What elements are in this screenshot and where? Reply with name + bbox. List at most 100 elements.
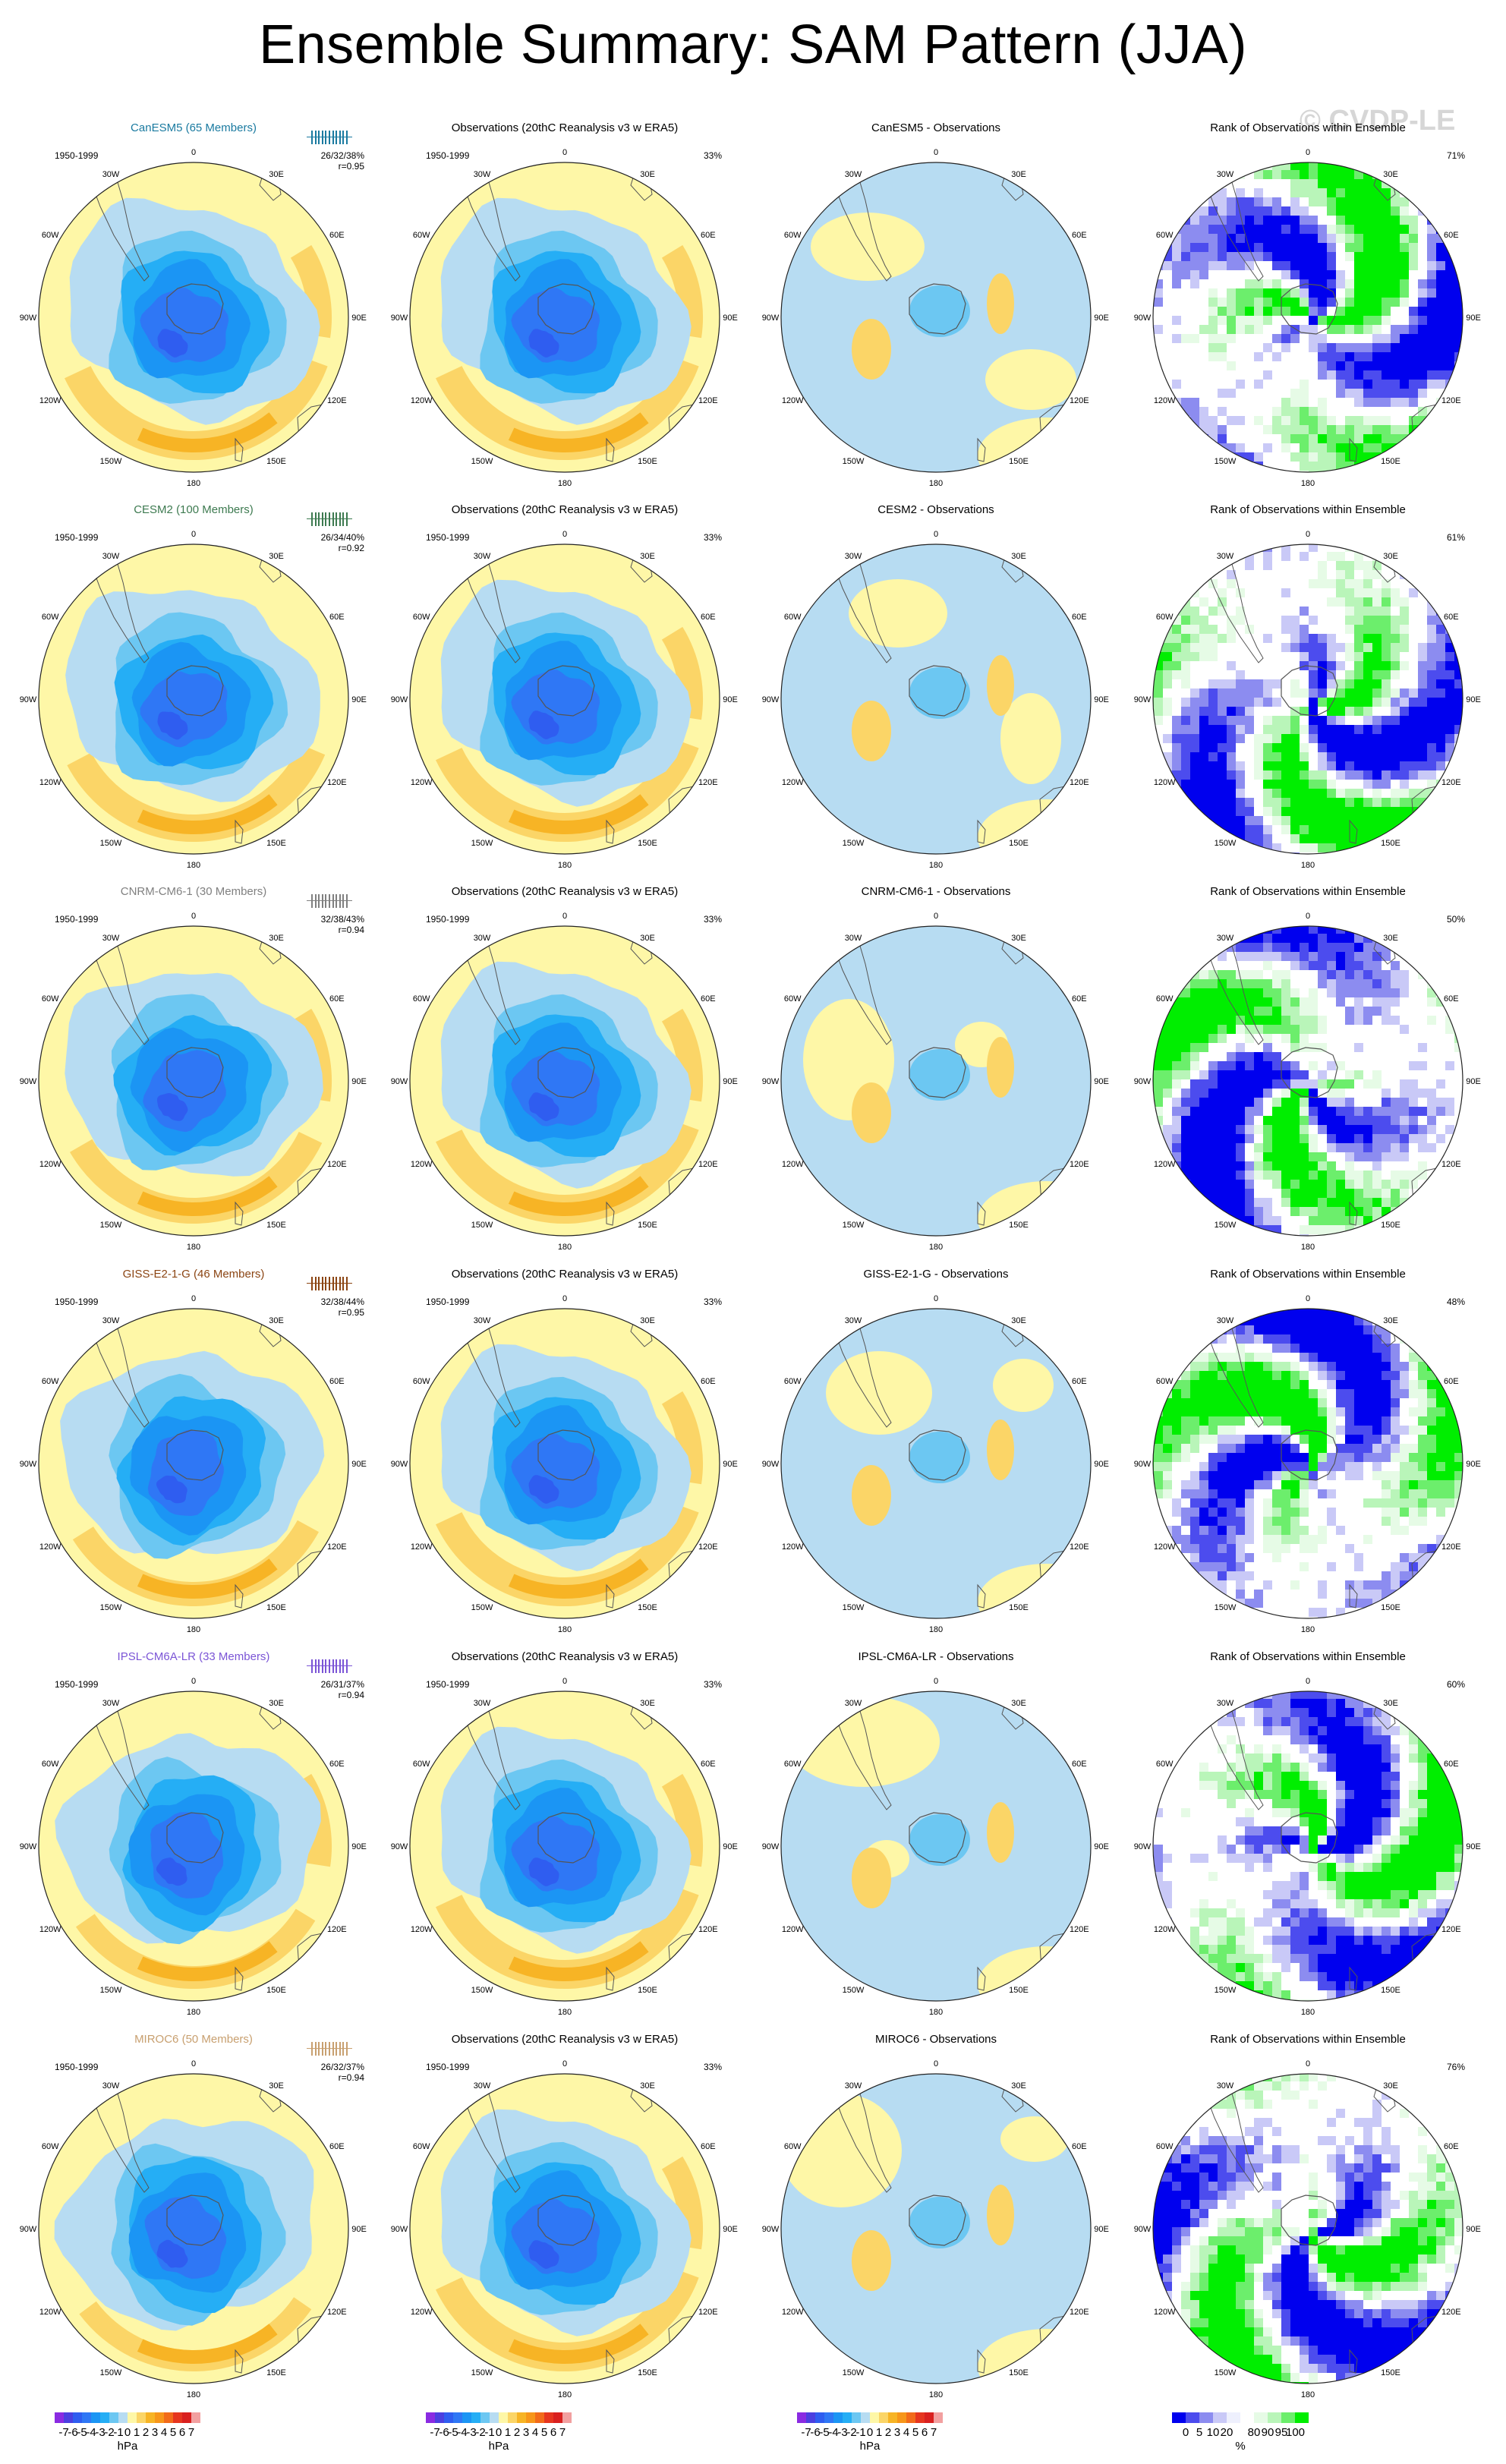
rank-map: 0 30E 60E 90E 120E 150E 180 150W 120W 90W 60W 30W bbox=[1134, 530, 1481, 870]
south-america-outline bbox=[462, 1691, 521, 1810]
lon-label: 30E bbox=[269, 2081, 284, 2091]
colorbar-swatch bbox=[1295, 2412, 1309, 2423]
colorbar-swatch bbox=[146, 2412, 155, 2423]
lon-label: 60W bbox=[784, 994, 802, 1004]
colorbar-swatch bbox=[1281, 2412, 1295, 2423]
lon-label: 180 bbox=[929, 479, 943, 488]
south-america-outline bbox=[833, 1309, 892, 1428]
colorbar-swatch bbox=[1213, 2412, 1227, 2423]
ensemble-stats: 32/38/44% r=0.95 bbox=[296, 1297, 364, 1318]
difference-map: 0 30E 60E 90E 120E 150E 180 150W 120W 90W 60W 30W bbox=[762, 912, 1109, 1252]
lon-label: 60E bbox=[701, 994, 716, 1004]
colorbar-tick-label: 1 bbox=[504, 2426, 512, 2439]
antarctica-outline bbox=[1281, 2195, 1338, 2246]
colorbar-tick-label: 0 bbox=[866, 2426, 874, 2439]
rank-map: 0 30E 60E 90E 120E 150E 180 150W 120W 90W 60W 30W bbox=[1134, 148, 1481, 488]
lon-label: 60W bbox=[413, 1760, 430, 1769]
lon-label: 60E bbox=[1072, 1377, 1087, 1386]
colorbar-tick-label: -5 bbox=[448, 2426, 458, 2439]
lon-label: 30E bbox=[269, 1699, 284, 1708]
lon-label: 30E bbox=[1011, 170, 1026, 179]
period-label: 1950-1999 bbox=[55, 914, 99, 925]
lon-label: 90W bbox=[391, 2225, 408, 2234]
lon-label: 120W bbox=[782, 2308, 804, 2317]
antarctica-outline bbox=[166, 283, 224, 335]
lon-label: 150W bbox=[100, 1221, 122, 1230]
colorbar-swatch bbox=[934, 2412, 943, 2423]
lon-label: 120W bbox=[411, 1542, 433, 1552]
difference-panel: GISS-E2-1-G - Observations 0 30E 60E 90E 120E… bbox=[758, 1268, 1114, 1647]
lon-label: 60E bbox=[1444, 613, 1459, 622]
map-boundary bbox=[409, 1690, 720, 2002]
new-zealand-outline bbox=[1349, 2349, 1358, 2374]
difference-panel: MIROC6 - Observations 0 30E 60E 90E 120E 150E 1… bbox=[758, 2033, 1114, 2412]
colorbar-tick-label: -3 bbox=[837, 2426, 848, 2439]
colorbar-swatch bbox=[55, 2412, 64, 2423]
difference-title: CNRM-CM6-1 - Observations bbox=[861, 885, 1011, 898]
model-map: 0 30E 60E 90E 120E 150E 180 150W 120W 90W 60W 30W bbox=[20, 148, 367, 488]
lon-label: 0 bbox=[562, 912, 567, 921]
rank-panel: Rank of Observations within Ensemble 71% 0… bbox=[1130, 121, 1486, 501]
lon-label: 120E bbox=[1070, 778, 1089, 787]
lon-label: 150E bbox=[266, 839, 286, 848]
lon-label: 30E bbox=[1011, 552, 1026, 561]
lon-label: 30W bbox=[102, 552, 120, 561]
difference-title: IPSL-CM6A-LR - Observations bbox=[858, 1650, 1014, 1663]
member-spread-ticks bbox=[307, 1275, 352, 1290]
lon-label: 30W bbox=[1217, 2081, 1234, 2091]
colorbar-swatch bbox=[1254, 2412, 1268, 2423]
lon-label: 30W bbox=[102, 934, 120, 943]
lon-label: 90E bbox=[1466, 1842, 1481, 1851]
model-title: IPSL-CM6A-LR (33 Members) bbox=[117, 1650, 270, 1663]
lon-label: 150W bbox=[100, 839, 122, 848]
lon-label: 120E bbox=[1441, 1542, 1461, 1552]
map-boundary bbox=[38, 1690, 349, 2002]
lon-label: 90W bbox=[1134, 695, 1152, 704]
new-zealand-outline bbox=[606, 2349, 615, 2374]
stats-percentiles: 26/31/37% bbox=[320, 1679, 364, 1690]
model-panel: CanESM5 (65 Members) 1950-1999 26/32/38% r=… bbox=[15, 121, 372, 501]
lon-label: 60E bbox=[701, 613, 716, 622]
south-america-outline bbox=[462, 1309, 521, 1428]
lon-label: 30W bbox=[845, 552, 862, 561]
lon-label: 30E bbox=[640, 1699, 655, 1708]
colorbar-unit: hPa bbox=[859, 2440, 881, 2453]
lon-label: 30E bbox=[1383, 1316, 1398, 1325]
colorbar-tick-label: 20 bbox=[1220, 2426, 1233, 2439]
lon-label: 60W bbox=[42, 2142, 59, 2151]
lon-label: 0 bbox=[191, 912, 196, 921]
new-zealand-outline bbox=[235, 437, 244, 462]
lon-label: 150E bbox=[638, 2368, 657, 2377]
model-panel: GISS-E2-1-G (46 Members) 1950-1999 32/38/4… bbox=[15, 1268, 372, 1647]
lon-label: 30E bbox=[1383, 1699, 1398, 1708]
lon-label: 90E bbox=[351, 1460, 367, 1469]
lon-label: 90W bbox=[1134, 2225, 1152, 2234]
model-map: 0 30E 60E 90E 120E 150E 180 150W 120W 90W 60W 30W bbox=[20, 2059, 367, 2399]
south-america-outline bbox=[1205, 162, 1264, 282]
rank-map: 0 30E 60E 90E 120E 150E 180 150W 120W 90W 60W 30W bbox=[1134, 1677, 1481, 2017]
new-zealand-outline bbox=[977, 1201, 986, 1226]
antarctica-outline bbox=[909, 2195, 966, 2246]
lon-label: 90E bbox=[351, 314, 367, 323]
observations-panel: Observations (20thC Reanalysis v3 w ERA5… bbox=[386, 885, 743, 1265]
colorbar-swatch bbox=[73, 2412, 82, 2423]
difference-map: 0 30E 60E 90E 120E 150E 180 150W 120W 90W 60W 30W bbox=[762, 1677, 1109, 2017]
lon-label: 60E bbox=[701, 2142, 716, 2151]
lon-label: 180 bbox=[929, 1625, 943, 1634]
colorbar-tick-label: -7 bbox=[801, 2426, 811, 2439]
colorbar-tick-label: 2 bbox=[513, 2426, 521, 2439]
new-zealand-outline bbox=[606, 437, 615, 462]
antarctica-outline bbox=[1281, 1812, 1338, 1864]
variance-explained: 33% bbox=[704, 914, 723, 925]
lon-label: 180 bbox=[187, 2008, 200, 2017]
colorbar-swatch bbox=[444, 2412, 453, 2423]
lon-label: 90W bbox=[391, 1460, 408, 1469]
lon-label: 60E bbox=[329, 613, 345, 622]
colorbar-swatch bbox=[426, 2412, 435, 2423]
lon-label: 60W bbox=[413, 994, 430, 1004]
lon-label: 120W bbox=[782, 1542, 804, 1552]
lon-label: 90W bbox=[20, 1842, 37, 1851]
lon-label: 120E bbox=[698, 396, 718, 405]
colorbar-tick-label: 100 bbox=[1286, 2426, 1306, 2439]
antarctica-outline bbox=[909, 1047, 966, 1098]
